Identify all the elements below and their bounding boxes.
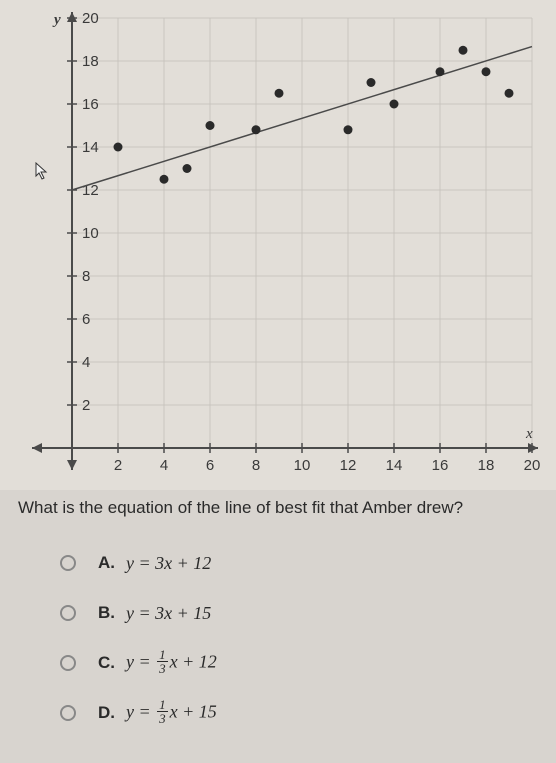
answer-option[interactable]: A.y = 3x + 12 <box>60 548 217 578</box>
svg-text:20: 20 <box>524 457 541 474</box>
answer-equation: y = 13x + 15 <box>126 700 217 727</box>
svg-text:10: 10 <box>82 225 99 242</box>
radio-button[interactable] <box>60 705 76 721</box>
svg-text:8: 8 <box>252 457 260 474</box>
svg-text:2: 2 <box>82 397 90 414</box>
answer-label: C. <box>98 653 126 673</box>
answer-equation: y = 13x + 12 <box>126 650 217 677</box>
svg-text:16: 16 <box>82 96 99 113</box>
svg-text:6: 6 <box>206 457 214 474</box>
answer-list: A.y = 3x + 12 B.y = 3x + 15 C.y = 13x + 12… <box>60 548 217 748</box>
radio-button[interactable] <box>60 555 76 571</box>
svg-text:14: 14 <box>386 457 403 474</box>
svg-text:16: 16 <box>432 457 449 474</box>
svg-text:4: 4 <box>160 457 168 474</box>
svg-text:18: 18 <box>478 457 495 474</box>
answer-equation: y = 3x + 15 <box>126 603 211 624</box>
svg-text:6: 6 <box>82 311 90 328</box>
svg-text:8: 8 <box>82 268 90 285</box>
answer-option[interactable]: D.y = 13x + 15 <box>60 698 217 728</box>
radio-button[interactable] <box>60 605 76 621</box>
answer-label: A. <box>98 553 126 573</box>
radio-button[interactable] <box>60 655 76 671</box>
svg-text:4: 4 <box>82 354 90 371</box>
svg-text:14: 14 <box>82 139 99 156</box>
answer-label: B. <box>98 603 126 623</box>
svg-text:2: 2 <box>114 457 122 474</box>
scatter-chart: 24681012141618202468101214161820xy <box>0 0 556 490</box>
svg-text:10: 10 <box>294 457 311 474</box>
svg-text:18: 18 <box>82 53 99 70</box>
answer-option[interactable]: C.y = 13x + 12 <box>60 648 217 678</box>
svg-text:20: 20 <box>82 10 99 27</box>
question-text: What is the equation of the line of best… <box>18 498 463 518</box>
answer-label: D. <box>98 703 126 723</box>
svg-text:y: y <box>52 12 61 28</box>
svg-text:12: 12 <box>340 457 357 474</box>
answer-equation: y = 3x + 12 <box>126 553 211 574</box>
answer-option[interactable]: B.y = 3x + 15 <box>60 598 217 628</box>
svg-text:x: x <box>525 426 533 442</box>
chart-svg: 24681012141618202468101214161820xy <box>0 0 556 490</box>
